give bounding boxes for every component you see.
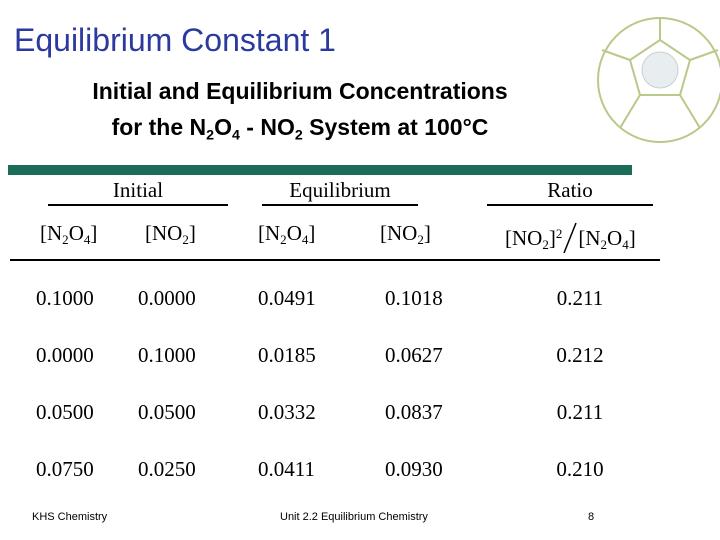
- table-cell: 0.0411: [258, 457, 315, 481]
- rule: [48, 204, 228, 206]
- text-run: ]: [548, 226, 556, 250]
- table-cell: 0.0837: [385, 400, 443, 424]
- text-run: 4: [301, 231, 309, 247]
- text-run: 2: [600, 236, 608, 252]
- text-run: 4: [83, 231, 91, 247]
- table-cell: 0.1000: [138, 343, 196, 367]
- text-run: - NO: [239, 114, 295, 140]
- text-run: 4: [622, 236, 629, 252]
- footer-center: Unit 2.2 Equilibrium Chemistry: [280, 511, 428, 523]
- subtitle: for the N2O4 - NO2 System at 100°C: [0, 114, 600, 143]
- text-run: [NO: [380, 221, 418, 245]
- text-run: for the N: [111, 114, 207, 140]
- text-run: ]: [90, 221, 98, 245]
- table-cell: 0.0627: [385, 343, 443, 367]
- column-header: [N2O4]: [258, 221, 315, 248]
- fraction-slash: [563, 222, 578, 254]
- text-run: O: [214, 114, 232, 140]
- text-run: 2: [542, 236, 549, 252]
- fullerene-decoration: [597, 17, 720, 143]
- column-header: [NO2]: [380, 221, 431, 248]
- footer-left: KHS Chemistry: [32, 511, 108, 523]
- text-run: [N: [258, 221, 281, 245]
- table-cell: 0.211: [556, 286, 604, 310]
- table-cell: 0.0750: [36, 457, 94, 481]
- text-run: [N: [578, 226, 601, 250]
- text-run: 2: [417, 231, 424, 247]
- table-cell: 0.1000: [36, 286, 94, 310]
- slide-title: Equilibrium Constant 1: [14, 22, 336, 58]
- rule: [487, 204, 653, 206]
- text-run: O: [68, 221, 84, 245]
- table-cell: 0.1018: [385, 286, 443, 310]
- text-run: 2: [182, 231, 189, 247]
- table-cell: 0.212: [556, 343, 604, 367]
- text-run: ]: [308, 221, 316, 245]
- table-cell: 0.0500: [36, 400, 94, 424]
- table-cell: 0.0332: [258, 400, 316, 424]
- text-run: 2: [294, 127, 303, 144]
- divider-bar: [8, 165, 632, 175]
- table-cell: 0.0930: [385, 457, 443, 481]
- text-run: [NO: [505, 226, 543, 250]
- text-run: 2: [206, 127, 215, 144]
- text-run: [NO: [145, 221, 183, 245]
- table-cell: 0.0000: [36, 343, 94, 367]
- text-run: 4: [231, 127, 240, 144]
- subtitle: Initial and Equilibrium Concentrations: [0, 78, 600, 105]
- text-run: [N: [40, 221, 63, 245]
- text-run: ]: [628, 226, 636, 250]
- text-run: ]: [188, 221, 196, 245]
- rule: [262, 204, 418, 206]
- text-run: O: [607, 226, 623, 250]
- rule: [10, 259, 660, 261]
- column-header: [NO2]: [145, 221, 196, 248]
- text-run: System at 100°C: [302, 114, 489, 140]
- table-cell: 0.0000: [138, 286, 196, 310]
- group-header: Initial: [112, 178, 164, 202]
- table-cell: 0.211: [556, 400, 604, 424]
- ratio-header: [NO2]2 [N2O4]: [505, 221, 636, 255]
- table-cell: 0.0185: [258, 343, 316, 367]
- table-cell: 0.210: [556, 457, 604, 481]
- column-header: [N2O4]: [40, 221, 97, 248]
- text-run: Initial and Equilibrium Concentrations: [92, 78, 508, 104]
- group-header: Equilibrium: [289, 178, 391, 202]
- text-run: 2: [62, 231, 69, 247]
- table-cell: 0.0250: [138, 457, 196, 481]
- text-run: O: [286, 221, 302, 245]
- page-number: 8: [588, 511, 595, 523]
- text-run: 2: [555, 225, 563, 241]
- table-cell: 0.0491: [258, 286, 316, 310]
- text-run: 2: [280, 231, 287, 247]
- group-header: Ratio: [547, 178, 593, 202]
- table-cell: 0.0500: [138, 400, 196, 424]
- text-run: ]: [423, 221, 431, 245]
